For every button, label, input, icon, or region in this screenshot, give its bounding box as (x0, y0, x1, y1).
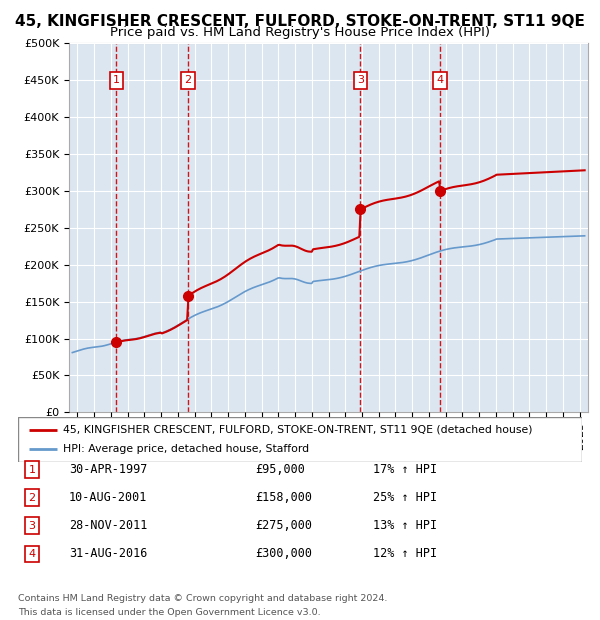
FancyBboxPatch shape (18, 417, 582, 462)
Text: 25% ↑ HPI: 25% ↑ HPI (373, 491, 437, 504)
Text: Contains HM Land Registry data © Crown copyright and database right 2024.: Contains HM Land Registry data © Crown c… (18, 594, 388, 603)
Text: 2: 2 (29, 493, 35, 503)
Text: Price paid vs. HM Land Registry's House Price Index (HPI): Price paid vs. HM Land Registry's House … (110, 26, 490, 39)
Text: 45, KINGFISHER CRESCENT, FULFORD, STOKE-ON-TRENT, ST11 9QE: 45, KINGFISHER CRESCENT, FULFORD, STOKE-… (15, 14, 585, 29)
Text: This data is licensed under the Open Government Licence v3.0.: This data is licensed under the Open Gov… (18, 608, 320, 617)
Text: 3: 3 (357, 75, 364, 86)
Text: 12% ↑ HPI: 12% ↑ HPI (373, 547, 437, 560)
Text: 13% ↑ HPI: 13% ↑ HPI (373, 520, 437, 533)
Text: 10-AUG-2001: 10-AUG-2001 (69, 491, 147, 504)
Text: 1: 1 (29, 464, 35, 474)
Text: 3: 3 (29, 521, 35, 531)
Text: £95,000: £95,000 (255, 463, 305, 476)
Text: £275,000: £275,000 (255, 520, 312, 533)
Text: 4: 4 (29, 549, 35, 559)
Text: 31-AUG-2016: 31-AUG-2016 (69, 547, 147, 560)
Text: 1: 1 (113, 75, 120, 86)
Text: 2: 2 (184, 75, 191, 86)
Text: 4: 4 (437, 75, 444, 86)
Text: 17% ↑ HPI: 17% ↑ HPI (373, 463, 437, 476)
Text: 45, KINGFISHER CRESCENT, FULFORD, STOKE-ON-TRENT, ST11 9QE (detached house): 45, KINGFISHER CRESCENT, FULFORD, STOKE-… (63, 425, 533, 435)
Text: £300,000: £300,000 (255, 547, 312, 560)
Text: 28-NOV-2011: 28-NOV-2011 (69, 520, 147, 533)
Text: £158,000: £158,000 (255, 491, 312, 504)
Text: HPI: Average price, detached house, Stafford: HPI: Average price, detached house, Staf… (63, 445, 309, 454)
Text: 30-APR-1997: 30-APR-1997 (69, 463, 147, 476)
